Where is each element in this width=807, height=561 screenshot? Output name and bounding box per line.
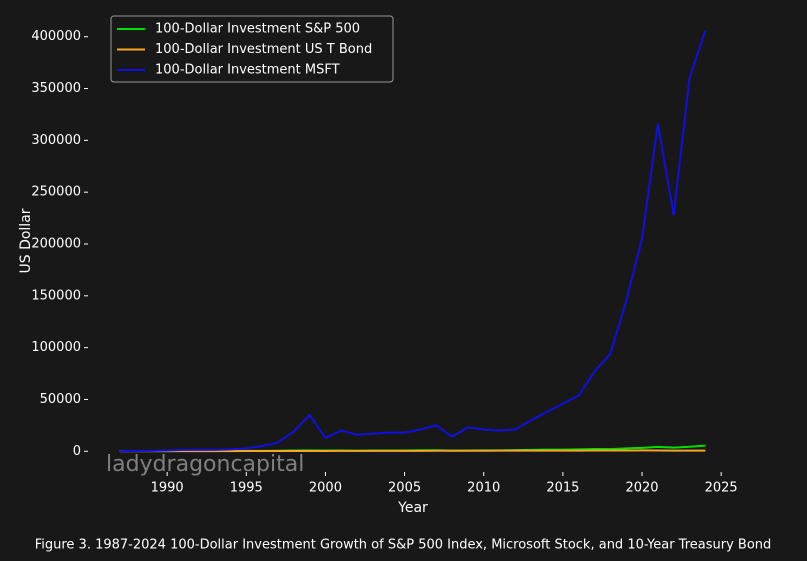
legend-box [110,15,394,83]
y-tick-label: 150000 [31,288,81,303]
line-series [119,449,706,453]
y-axis-label: US Dollar [18,208,34,273]
line-series [119,30,707,453]
y-tick-label: 400000 [31,29,81,44]
legend-label: 100-Dollar Investment US T Bond [155,42,372,57]
legend-label: 100-Dollar Investment S&P 500 [155,22,360,37]
x-tick-label: 2025 [705,481,738,496]
x-tick-label: 2010 [467,481,500,496]
watermark: ladydragoncapital [106,452,304,477]
y-tick-label: 0 [73,444,81,459]
x-tick-label: 2020 [625,481,658,496]
y-tick-label: 250000 [31,185,81,200]
legend-label: 100-Dollar Investment MSFT [155,63,340,78]
y-tick-label: 100000 [31,340,81,355]
y-tick-label: 300000 [31,133,81,148]
x-tick-label: 2005 [388,481,421,496]
y-tick-label: 350000 [31,81,81,96]
x-tick-label: 2015 [546,481,579,496]
x-tick-label: 1995 [230,481,263,496]
x-axis-label: Year [397,500,428,516]
x-tick-label: 2000 [309,481,342,496]
x-tick-label: 1990 [151,481,184,496]
y-tick-label: 200000 [31,237,81,252]
caption: Figure 3. 1987-2024 100-Dollar Investmen… [35,538,772,553]
y-tick-label: 50000 [40,392,81,407]
